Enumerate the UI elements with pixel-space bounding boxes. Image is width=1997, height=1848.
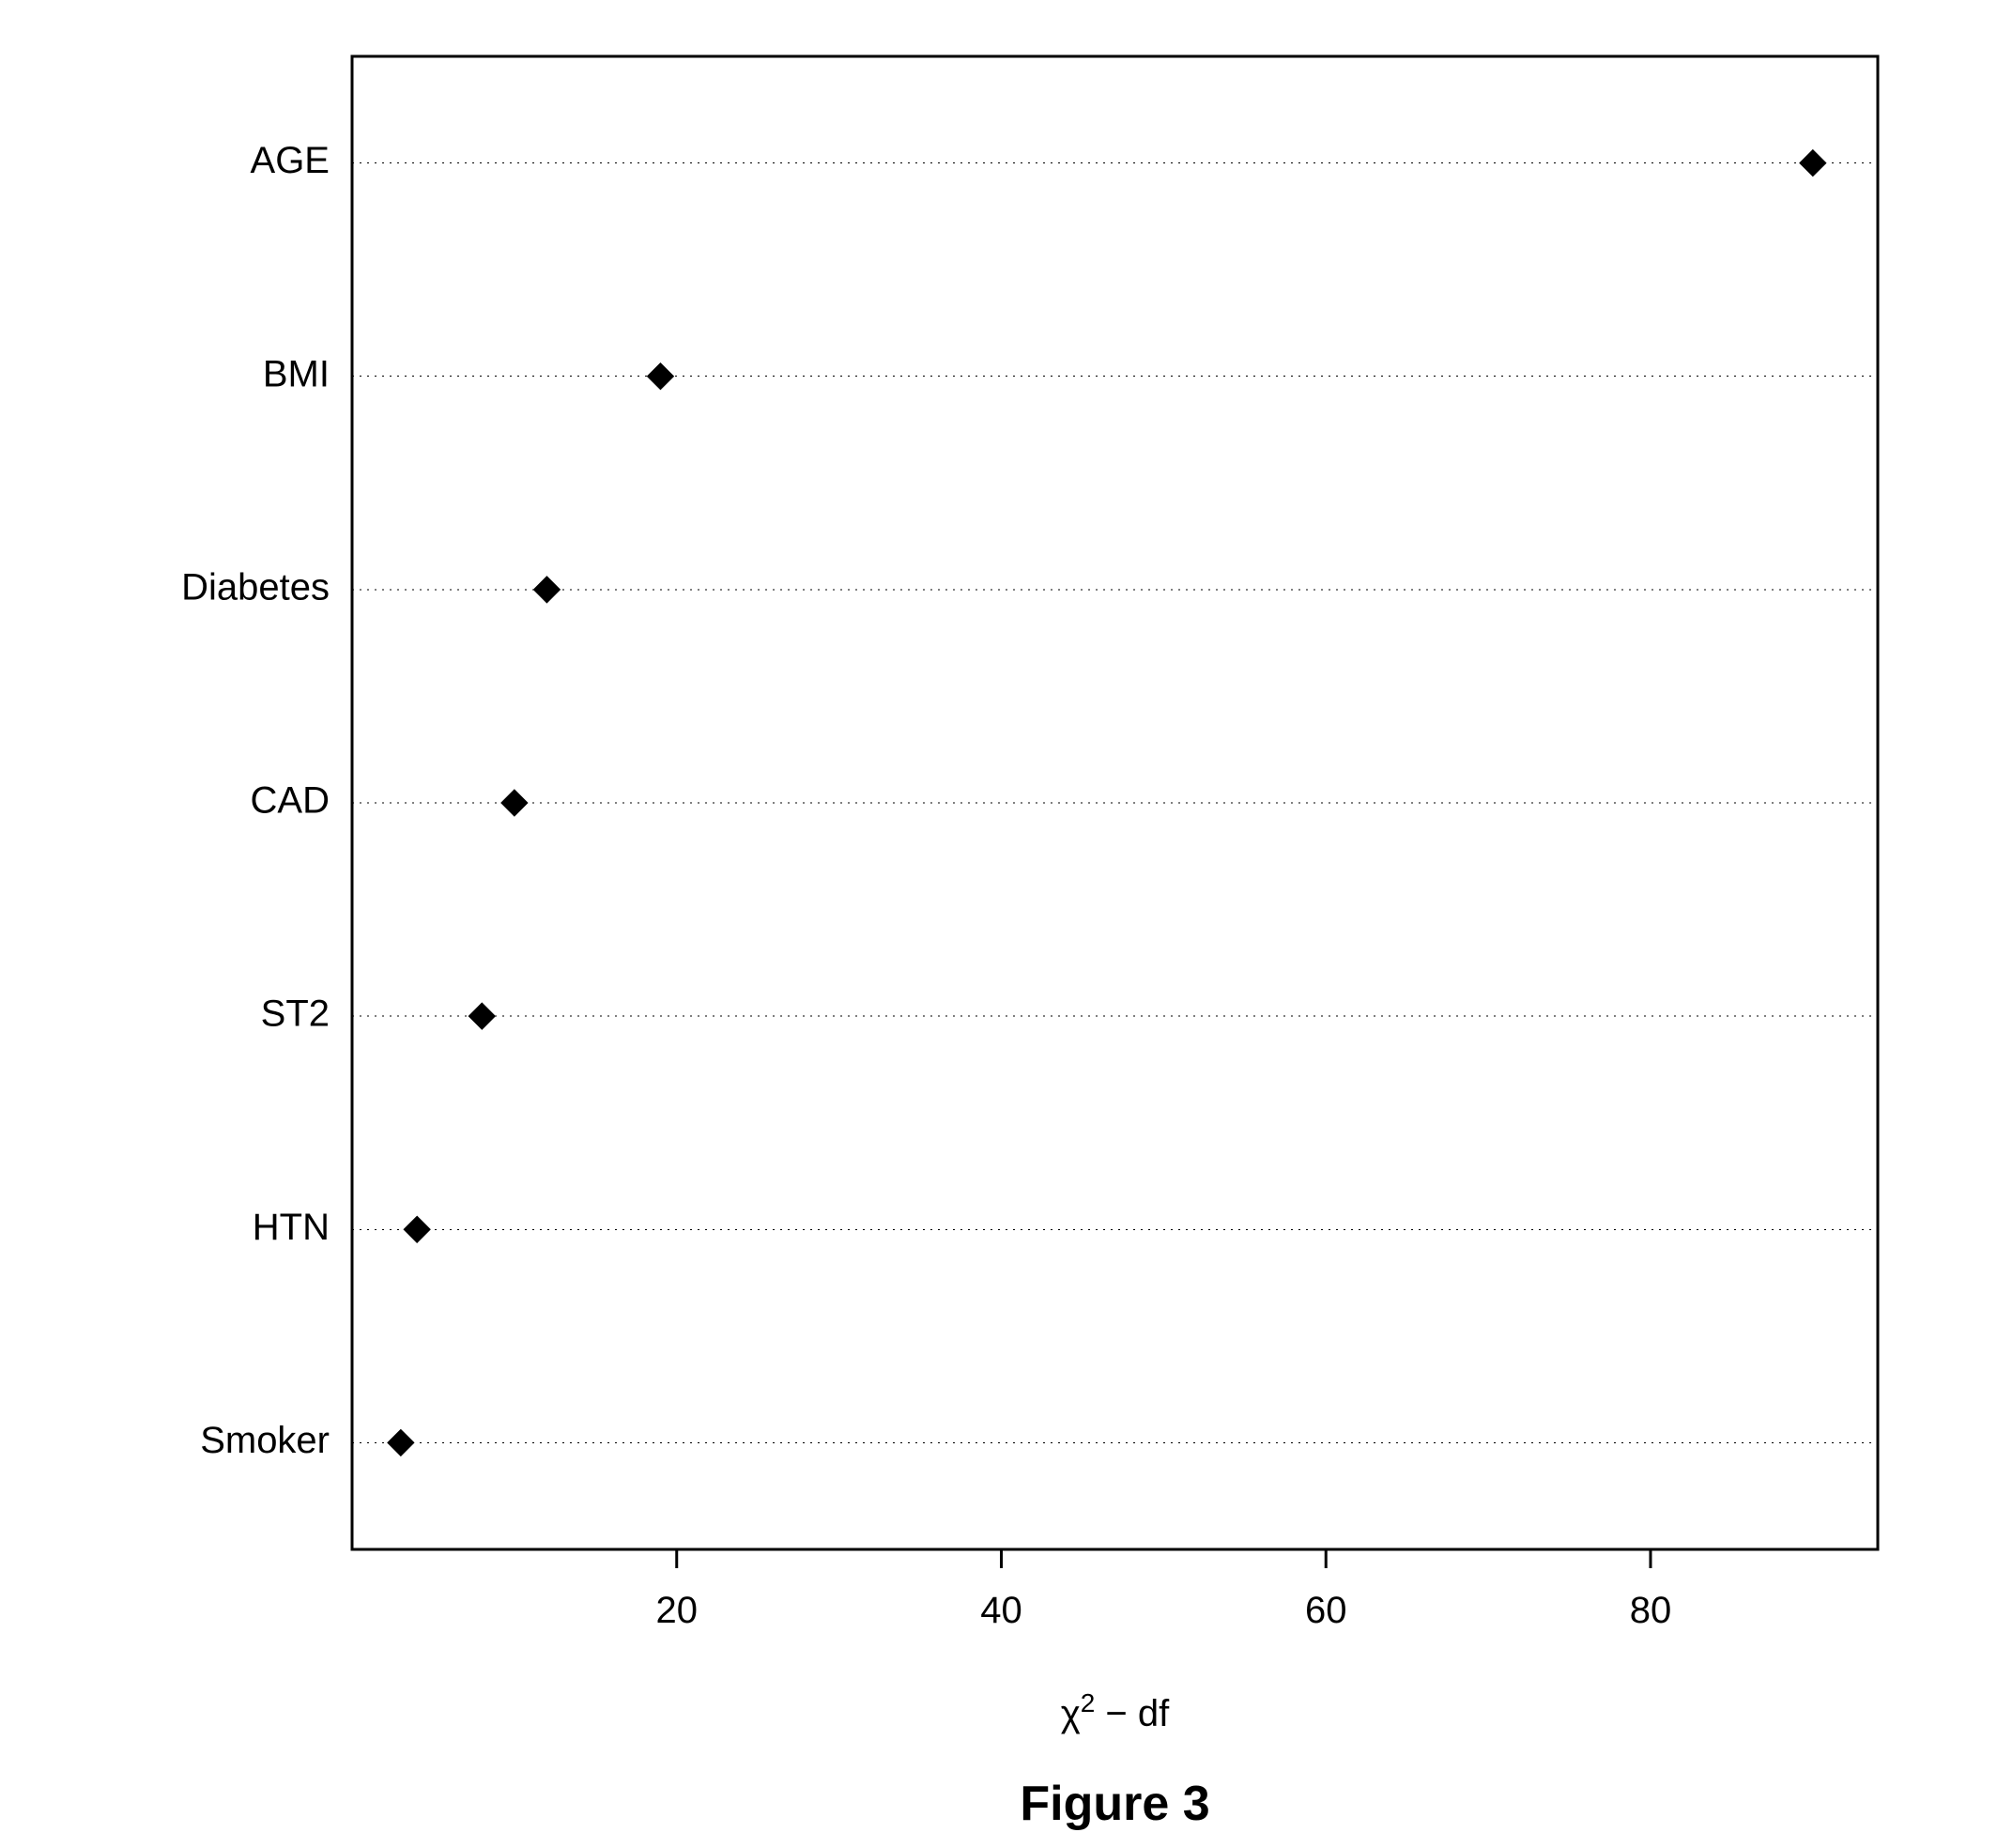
x-tick-label: 60	[1305, 1590, 1347, 1631]
dotplot-figure: AGE BMI Diabetes CAD ST2 HTN Smoker 20 40 60 80 χ2 …	[0, 0, 1997, 1848]
x-tick-label: 20	[655, 1590, 698, 1631]
y-tick-label: ST2	[261, 993, 330, 1035]
y-tick-label: HTN	[253, 1207, 330, 1248]
x-axis-label: χ2 − df	[1061, 1688, 1170, 1735]
y-tick-label: Diabetes	[181, 566, 330, 608]
y-tick-label: CAD	[251, 780, 330, 822]
x-tick-label: 80	[1630, 1590, 1672, 1631]
y-tick-label: BMI	[263, 353, 330, 394]
x-tick-label: 40	[980, 1590, 1022, 1631]
y-tick-label: Smoker	[200, 1420, 330, 1461]
figure-caption: Figure 3	[1020, 1777, 1209, 1831]
y-tick-label: AGE	[251, 140, 330, 181]
